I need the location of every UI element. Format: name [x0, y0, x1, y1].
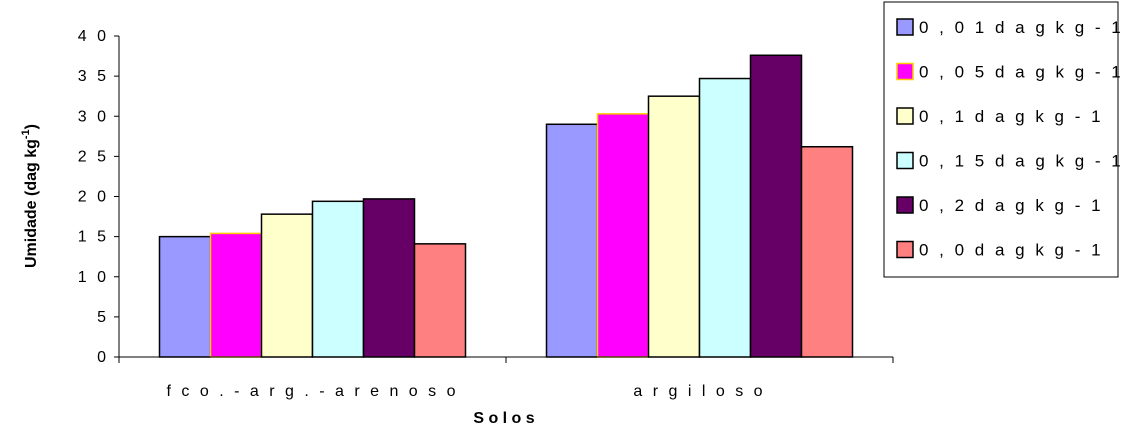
y-tick-label: 1 0	[78, 269, 109, 286]
x-category-label: f c o . - a r g . - a r e n o s o	[167, 383, 459, 400]
bar	[800, 145, 854, 358]
y-tick-label: 2 5	[78, 148, 109, 165]
bar	[362, 198, 416, 358]
legend-label: 0 , 0 d a g k g - 1	[919, 241, 1104, 260]
x-axis-categories: f c o . - a r g . - a r e n o s o a r g i…	[118, 357, 894, 400]
y-axis-title-close: )	[23, 124, 40, 129]
bar	[596, 113, 650, 358]
y-tick-label: 1 5	[78, 229, 109, 246]
legend-swatch	[896, 18, 914, 36]
y-axis-ticks: 0 5 1 0 1 5 2 0 2 5 3 0 3 5 4 0	[78, 28, 119, 366]
legend-label: 0 , 0 5 d a g k g - 1	[919, 63, 1121, 82]
bar	[545, 123, 599, 358]
legend: 0 , 0 1 d a g k g - 1 0 , 0 5 d a g k g -…	[883, 1, 1121, 278]
bar	[311, 200, 365, 358]
legend-swatch	[896, 151, 914, 170]
x-category-label: a r g i l o s o	[633, 383, 765, 400]
bar	[158, 235, 212, 358]
legend-label: 0 , 2 d a g k g - 1	[919, 196, 1104, 215]
legend-label: 0 , 1 5 d a g k g - 1	[919, 152, 1121, 171]
legend-swatch	[896, 107, 914, 125]
bar-group	[158, 54, 854, 358]
bar	[260, 213, 314, 358]
legend-swatch	[896, 62, 914, 81]
bar	[209, 232, 263, 358]
y-tick-label: 3 5	[78, 68, 109, 85]
y-tick-label: 2 0	[78, 189, 109, 206]
bar	[413, 243, 467, 358]
legend-swatch	[896, 240, 914, 259]
legend-swatch	[896, 196, 914, 214]
x-axis-title: S o l o s	[473, 410, 534, 427]
y-axis-title: Umidade (dag kg-1)	[20, 124, 40, 268]
y-tick-label: 0	[97, 349, 109, 366]
y-tick-label: 3 0	[78, 108, 109, 125]
bar	[698, 77, 752, 358]
legend-frame	[883, 1, 1119, 278]
legend-label: 0 , 0 1 d a g k g - 1	[919, 18, 1121, 37]
bar	[647, 95, 701, 358]
bar	[749, 54, 803, 358]
y-tick-label: 5	[97, 309, 109, 326]
legend-label: 0 , 1 d a g k g - 1	[919, 107, 1104, 126]
y-axis-title-main: Umidade (dag kg	[23, 139, 40, 268]
y-tick-label: 4 0	[78, 28, 109, 45]
y-axis-title-superscript: -1	[20, 129, 32, 139]
